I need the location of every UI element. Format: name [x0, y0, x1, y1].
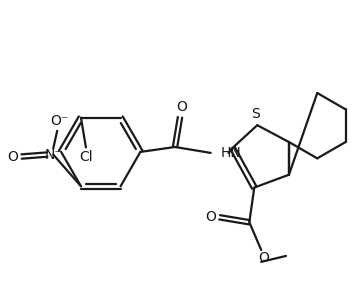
Text: N⁻: N⁻ — [44, 148, 62, 162]
Text: O: O — [205, 210, 216, 224]
Text: Cl: Cl — [79, 150, 93, 164]
Text: O: O — [7, 150, 18, 164]
Text: S: S — [251, 107, 260, 121]
Text: HN: HN — [221, 146, 241, 160]
Text: O: O — [258, 251, 269, 265]
Text: O⁻: O⁻ — [50, 114, 68, 128]
Text: O: O — [176, 100, 188, 114]
